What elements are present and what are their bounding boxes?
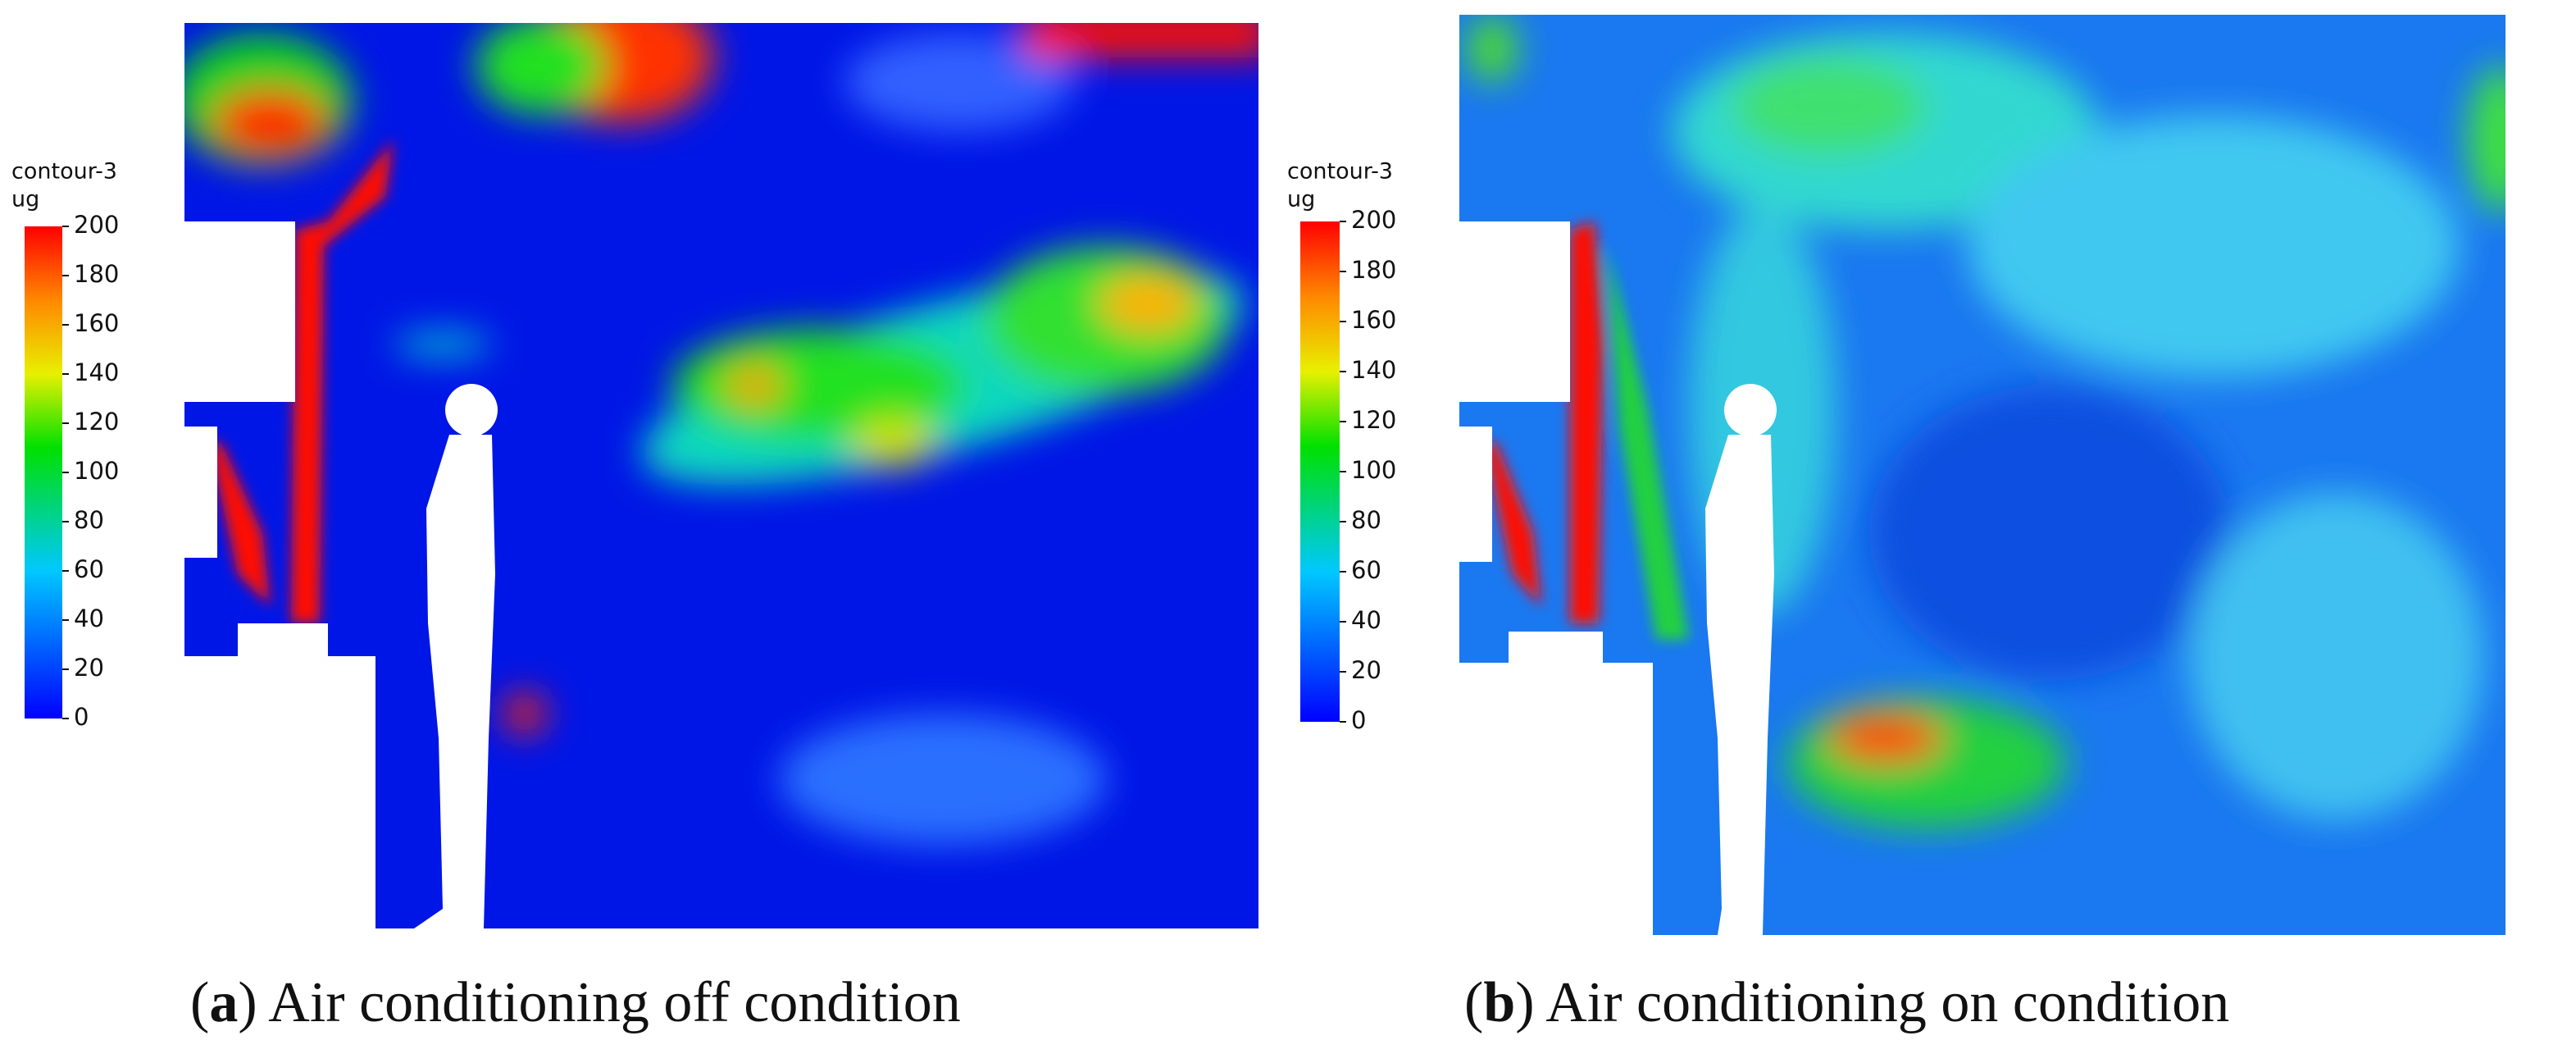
colorbar-tick-label: 0 <box>1351 706 1366 734</box>
colorbar-tick-label: 0 <box>74 703 89 731</box>
contour-field-a <box>184 23 1258 928</box>
colorbar-tick-label: 180 <box>74 260 119 288</box>
legend-unit: ug <box>11 187 39 212</box>
colorbar-tick-label: 200 <box>74 211 119 239</box>
caption-part: b <box>1483 971 1515 1034</box>
caption: (b) Air conditioning on condition <box>1464 971 2229 1034</box>
caption-part: ( <box>1464 971 1483 1034</box>
colorbar-tick-label: 120 <box>74 408 119 436</box>
caption-part: a <box>209 971 238 1034</box>
colorbar <box>1300 221 1340 722</box>
colorbar-tick-label: 60 <box>1351 556 1381 584</box>
colorbar-tick-label: 100 <box>1351 456 1396 484</box>
legend-title: contour-3 <box>11 159 117 185</box>
colorbar-tick-label: 160 <box>1351 306 1396 334</box>
colorbar-tick-label: 180 <box>1351 256 1396 284</box>
colorbar-tick-label: 100 <box>74 457 119 485</box>
caption-part: ) Air conditioning on condition <box>1515 971 2229 1034</box>
legend-unit: ug <box>1287 187 1315 212</box>
caption: (a) Air conditioning off condition <box>190 971 961 1034</box>
colorbar-tick-label: 40 <box>1351 606 1381 634</box>
colorbar-tick-label: 160 <box>74 309 119 337</box>
colorbar-tick-label: 120 <box>1351 406 1396 434</box>
legend-title: contour-3 <box>1287 159 1393 185</box>
colorbar-tick-label: 40 <box>74 604 104 632</box>
colorbar-tick-label: 200 <box>1351 206 1396 234</box>
colorbar-tick-label: 140 <box>74 358 119 386</box>
colorbar-tick-label: 80 <box>1351 506 1381 534</box>
colorbar-tick-label: 20 <box>1351 656 1381 684</box>
caption-part: ) Air conditioning off condition <box>238 971 960 1034</box>
colorbar-tick-label: 80 <box>74 506 104 534</box>
contour-field-b <box>1459 15 2505 935</box>
caption-part: ( <box>190 971 209 1034</box>
colorbar-tick-label: 20 <box>74 654 104 682</box>
colorbar-tick-label: 140 <box>1351 356 1396 384</box>
colorbar <box>25 226 62 719</box>
colorbar-tick-label: 60 <box>74 555 104 583</box>
